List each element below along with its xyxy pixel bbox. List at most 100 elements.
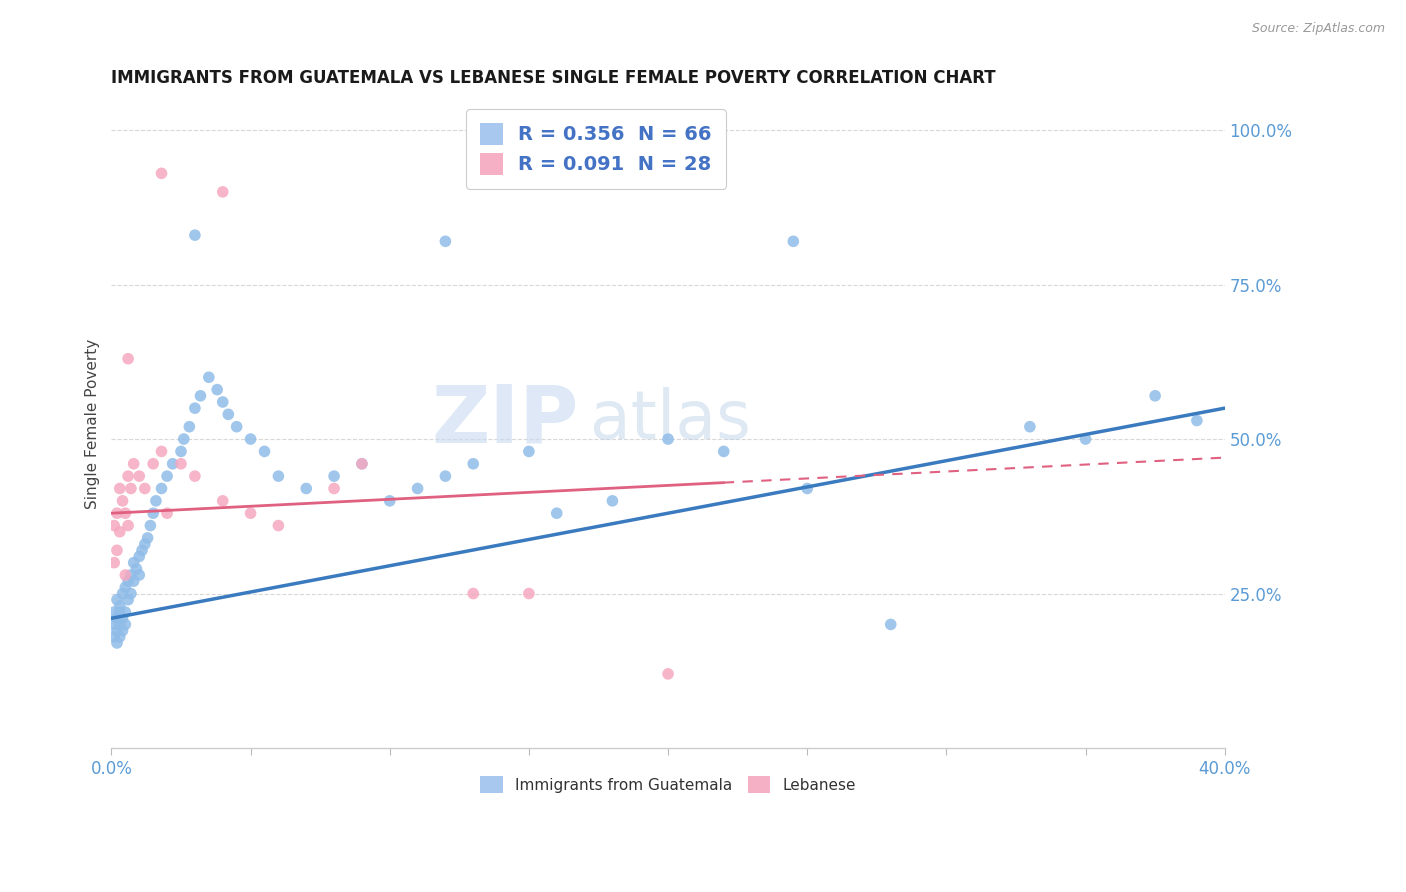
Point (103, 617, 125, 632)
Point (211, 493, 233, 508)
Point (117, 574, 139, 589)
Point (162, 457, 184, 471)
Point (546, 506, 568, 520)
Point (108, 605, 131, 619)
Point (114, 506, 136, 520)
Point (211, 395, 233, 409)
Point (103, 518, 125, 533)
Point (128, 469, 150, 483)
Point (128, 568, 150, 582)
Point (117, 518, 139, 533)
Point (108, 617, 131, 632)
Point (103, 605, 125, 619)
Y-axis label: Single Female Poverty: Single Female Poverty (86, 338, 100, 508)
Point (796, 482, 818, 496)
Point (267, 518, 290, 533)
Point (713, 444, 735, 458)
Point (211, 185, 233, 199)
Point (111, 586, 134, 600)
Point (111, 611, 134, 625)
Point (170, 457, 193, 471)
Point (122, 556, 145, 570)
Point (198, 370, 221, 384)
Point (517, 444, 540, 458)
Point (150, 444, 173, 458)
Point (117, 592, 139, 607)
Point (350, 457, 373, 471)
Text: Source: ZipAtlas.com: Source: ZipAtlas.com (1251, 22, 1385, 36)
Point (120, 586, 142, 600)
Point (145, 493, 167, 508)
Point (142, 506, 165, 520)
Point (170, 444, 193, 458)
Point (128, 549, 150, 564)
Point (225, 419, 247, 434)
Point (1074, 432, 1097, 446)
Point (880, 617, 903, 632)
Point (184, 401, 207, 416)
Point (108, 630, 131, 644)
Point (602, 493, 624, 508)
Point (782, 235, 804, 249)
Point (463, 586, 485, 600)
Point (253, 444, 276, 458)
Point (105, 592, 128, 607)
Point (142, 457, 165, 471)
Point (114, 617, 136, 632)
Text: atlas: atlas (591, 387, 751, 453)
Point (1144, 389, 1167, 403)
Point (114, 605, 136, 619)
Point (103, 556, 125, 570)
Point (120, 568, 142, 582)
Point (184, 228, 207, 243)
Point (323, 482, 346, 496)
Point (156, 469, 179, 483)
Point (117, 351, 139, 366)
Point (117, 469, 139, 483)
Point (350, 457, 373, 471)
Point (239, 506, 262, 520)
Point (105, 624, 128, 638)
Point (108, 524, 131, 539)
Point (114, 568, 136, 582)
Point (434, 469, 457, 483)
Point (120, 482, 142, 496)
Text: IMMIGRANTS FROM GUATEMALA VS LEBANESE SINGLE FEMALE POVERTY CORRELATION CHART: IMMIGRANTS FROM GUATEMALA VS LEBANESE SI… (111, 69, 995, 87)
Point (136, 531, 159, 545)
Point (105, 611, 128, 625)
Point (139, 518, 162, 533)
Point (205, 383, 228, 397)
Point (190, 389, 212, 403)
Point (184, 469, 207, 483)
Point (122, 574, 145, 589)
Point (114, 580, 136, 594)
Point (125, 562, 148, 576)
Point (150, 482, 173, 496)
Point (105, 636, 128, 650)
Point (1018, 419, 1040, 434)
Point (111, 493, 134, 508)
Point (406, 482, 429, 496)
Point (108, 482, 131, 496)
Point (463, 457, 485, 471)
Point (295, 482, 318, 496)
Point (122, 457, 145, 471)
Point (179, 419, 201, 434)
Point (105, 506, 128, 520)
Point (173, 432, 195, 446)
Point (1185, 413, 1208, 427)
Point (103, 630, 125, 644)
Point (217, 408, 239, 422)
Point (657, 666, 679, 681)
Point (323, 469, 346, 483)
Point (378, 493, 401, 508)
Point (111, 624, 134, 638)
Point (134, 537, 156, 551)
Point (150, 166, 173, 180)
Point (239, 432, 262, 446)
Point (108, 599, 131, 613)
Point (131, 543, 153, 558)
Point (267, 469, 290, 483)
Point (434, 235, 457, 249)
Legend: Immigrants from Guatemala, Lebanese: Immigrants from Guatemala, Lebanese (471, 767, 865, 802)
